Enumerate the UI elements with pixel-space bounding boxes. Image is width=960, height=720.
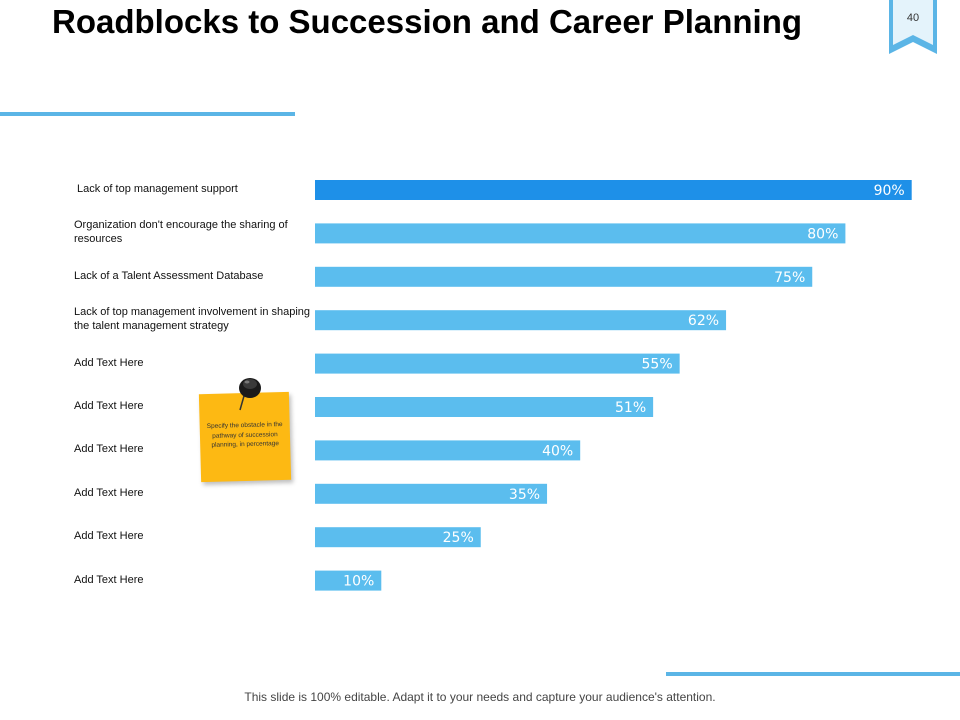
category-label: Add Text Here	[74, 443, 144, 456]
title-underline	[0, 112, 295, 116]
bar-value-label: 40%	[542, 443, 573, 459]
bar-value-label: 55%	[642, 357, 673, 373]
bar-10	[315, 570, 382, 591]
bar-value-label: 51%	[615, 400, 646, 416]
category-label: Lack of top management involvement in sh…	[74, 306, 311, 333]
bar-value-label: 62%	[688, 313, 719, 329]
bar-8	[315, 483, 548, 504]
bar-6	[315, 397, 654, 417]
page-number-ribbon	[887, 0, 939, 56]
category-label: Add Text Here	[74, 486, 144, 499]
category-label: Add Text Here	[74, 400, 144, 412]
bar-4	[315, 310, 727, 331]
bar-value-label: 75%	[774, 270, 805, 286]
sticky-note-text: Specify the obstacle in the pathway of s…	[206, 421, 283, 449]
page-title: Roadblocks to Succession and Career Plan…	[52, 3, 803, 40]
bar-3	[315, 266, 813, 287]
bar-5	[315, 353, 680, 374]
bar-value-label: 35%	[509, 487, 540, 503]
push-pin-icon	[239, 378, 261, 411]
category-label: Add Text Here	[74, 356, 144, 369]
bar-value-label: 80%	[807, 226, 838, 242]
bar-1	[315, 180, 912, 200]
footer-note: This slide is 100% editable. Adapt it to…	[244, 690, 716, 704]
bar-2	[315, 223, 846, 244]
category-label: Add Text Here	[74, 573, 144, 586]
page-number: 40	[906, 12, 920, 24]
bottom-accent-bar	[666, 672, 960, 676]
bar-value-label: 10%	[343, 574, 374, 590]
category-label: Lack of top management support	[77, 183, 238, 195]
bar-9	[315, 527, 481, 548]
category-label: Lack of a Talent Assessment Database	[74, 269, 264, 282]
bar-value-label: 25%	[443, 530, 474, 546]
bar-value-label: 90%	[874, 183, 905, 199]
category-label: Organization don't encourage the sharing…	[74, 219, 288, 246]
bar-7	[315, 440, 581, 461]
category-label: Add Text Here	[74, 530, 144, 543]
